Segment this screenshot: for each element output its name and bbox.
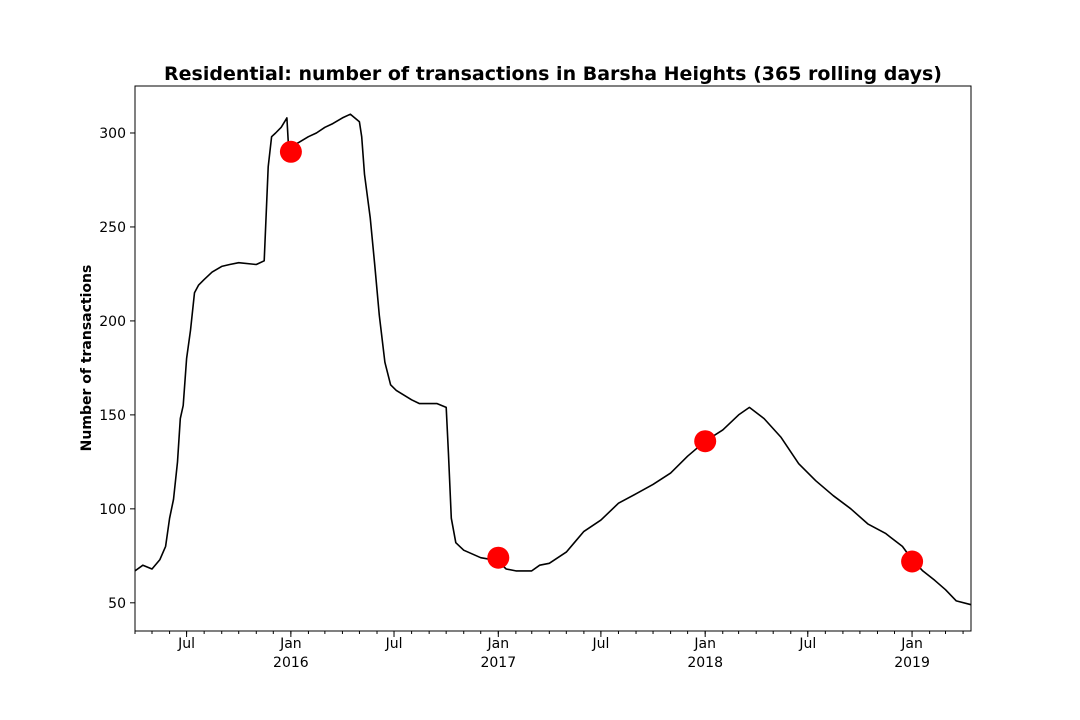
y-tick-label-300: 300 bbox=[99, 126, 126, 142]
x-tick-year-2017-01-01: 2017 bbox=[480, 655, 516, 671]
x-axis: Jul Jan 2016 Jul Jan 2017 Jul Jan 2018 Jul Jan 2019 bbox=[134, 631, 964, 671]
marker-point-3 bbox=[901, 550, 924, 573]
x-tick-year-2016-01-01: 2016 bbox=[273, 655, 309, 671]
y-tick-label-50: 50 bbox=[108, 596, 126, 612]
y-tick-label-250: 250 bbox=[99, 220, 126, 236]
marker-point-0 bbox=[279, 140, 302, 163]
x-tick-year-2018-01-01: 2018 bbox=[687, 655, 723, 671]
x-tick-label-2018-07-01: Jul bbox=[798, 636, 816, 652]
x-tick-label-2015-07-01: Jul bbox=[177, 636, 195, 652]
x-tick-label-2016-07-01: Jul bbox=[385, 636, 403, 652]
plot-line-group bbox=[134, 113, 972, 606]
marker-group bbox=[279, 140, 924, 573]
chart-title: Residential: number of transactions in B… bbox=[164, 63, 942, 85]
x-tick-year-2019-01-01: 2019 bbox=[894, 655, 930, 671]
x-tick-label-2019-01-01: Jan bbox=[900, 636, 923, 652]
plot-frame bbox=[134, 85, 972, 632]
y-axis: 50 100 150 200 250 300 bbox=[99, 126, 135, 612]
x-tick-label-2017-01-01: Jan bbox=[487, 636, 510, 652]
y-tick-label-200: 200 bbox=[99, 314, 126, 330]
x-tick-label-2017-07-01: Jul bbox=[591, 636, 609, 652]
marker-point-1 bbox=[487, 546, 510, 569]
x-tick-label-2016-01-01: Jan bbox=[279, 636, 302, 652]
x-tick-label-2018-01-01: Jan bbox=[693, 636, 716, 652]
y-axis-label: Number of transactions bbox=[79, 265, 95, 452]
marker-point-2 bbox=[694, 430, 717, 453]
y-tick-label-100: 100 bbox=[99, 502, 126, 518]
series-line-0 bbox=[134, 113, 972, 606]
y-tick-label-150: 150 bbox=[99, 408, 126, 424]
